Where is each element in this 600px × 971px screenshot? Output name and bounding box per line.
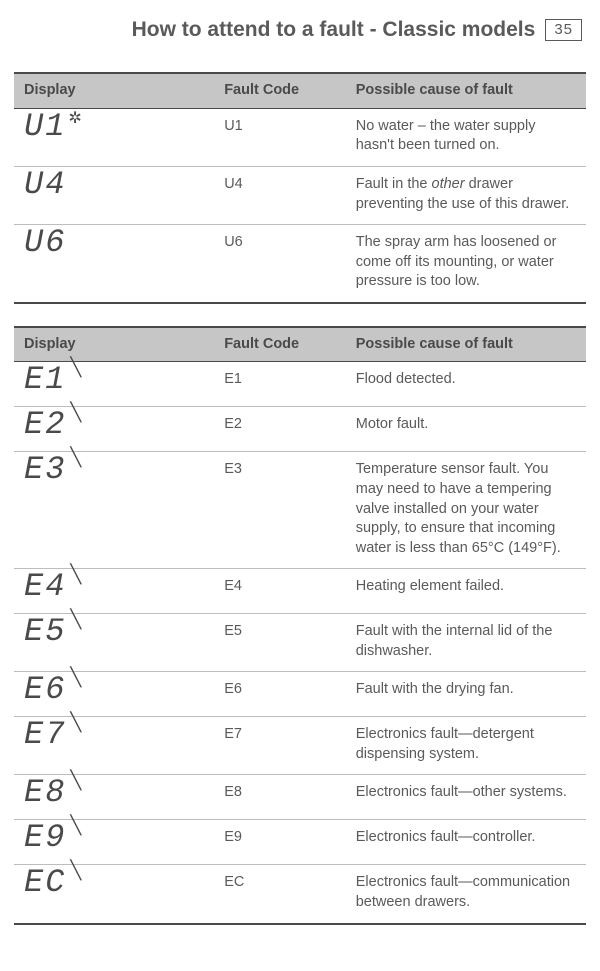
display-cell: EC╲ xyxy=(14,865,214,924)
fault-code-cell: E8 xyxy=(214,775,346,820)
table-row: EC╲ECElectronics fault—communication bet… xyxy=(14,865,586,924)
column-header: Possible cause of fault xyxy=(346,73,586,108)
display-cell: E3╲ xyxy=(14,452,214,569)
fault-code-cell: E7 xyxy=(214,717,346,775)
cause-cell: The spray arm has loosened or come off i… xyxy=(346,225,586,303)
fault-code-cell: E3 xyxy=(214,452,346,569)
cause-cell: Temperature sensor fault. You may need t… xyxy=(346,452,586,569)
table-row: E5╲E5Fault with the internal lid of the … xyxy=(14,614,586,672)
display-cell: E1╲ xyxy=(14,362,214,407)
tick-icon: ╲ xyxy=(70,403,83,421)
table-row: E3╲E3Temperature sensor fault. You may n… xyxy=(14,452,586,569)
display-cell: E6╲ xyxy=(14,672,214,717)
tick-icon: ╲ xyxy=(70,713,83,731)
display-cell: U4 xyxy=(14,167,214,225)
fault-code-cell: U4 xyxy=(214,167,346,225)
cause-cell: Motor fault. xyxy=(346,407,586,452)
tick-icon: ╲ xyxy=(70,816,83,834)
cause-cell: Electronics fault—communication between … xyxy=(346,865,586,924)
page-header: How to attend to a fault - Classic model… xyxy=(14,16,586,44)
tick-icon: ╲ xyxy=(70,358,83,376)
display-cell: E5╲ xyxy=(14,614,214,672)
tick-icon: ╲ xyxy=(70,861,83,879)
table-row: E7╲E7Electronics fault—detergent dispens… xyxy=(14,717,586,775)
column-header: Fault Code xyxy=(214,73,346,108)
table-row: E1╲E1Flood detected. xyxy=(14,362,586,407)
fault-code-cell: E4 xyxy=(214,569,346,614)
table-row: E6╲E6Fault with the drying fan. xyxy=(14,672,586,717)
cause-cell: Flood detected. xyxy=(346,362,586,407)
table-row: E2╲E2Motor fault. xyxy=(14,407,586,452)
tick-icon: ╲ xyxy=(70,565,83,583)
cause-cell: Electronics fault—controller. xyxy=(346,820,586,865)
fault-code-cell: U1 xyxy=(214,108,346,166)
page-title: How to attend to a fault - Classic model… xyxy=(132,16,536,44)
fault-code-cell: E6 xyxy=(214,672,346,717)
column-header: Display xyxy=(14,73,214,108)
fault-tables: DisplayFault CodePossible cause of fault… xyxy=(14,72,586,924)
fault-code-cell: E5 xyxy=(214,614,346,672)
display-cell: E8╲ xyxy=(14,775,214,820)
fault-table-1: DisplayFault CodePossible cause of fault… xyxy=(14,326,586,925)
fault-code-cell: E2 xyxy=(214,407,346,452)
table-row: U4U4Fault in the other drawer preventing… xyxy=(14,167,586,225)
display-cell: E7╲ xyxy=(14,717,214,775)
fault-code-cell: EC xyxy=(214,865,346,924)
cause-cell: Fault with the drying fan. xyxy=(346,672,586,717)
asterisk-icon: ✲ xyxy=(68,110,83,128)
table-row: U1✲U1No water – the water supply hasn't … xyxy=(14,108,586,166)
column-header: Fault Code xyxy=(214,327,346,362)
tick-icon: ╲ xyxy=(70,610,83,628)
fault-code-cell: U6 xyxy=(214,225,346,303)
page-number: 35 xyxy=(545,19,582,41)
fault-code-cell: E1 xyxy=(214,362,346,407)
display-cell: E2╲ xyxy=(14,407,214,452)
tick-icon: ╲ xyxy=(70,448,83,466)
display-cell: E4╲ xyxy=(14,569,214,614)
display-cell: U6 xyxy=(14,225,214,303)
tick-icon: ╲ xyxy=(70,668,83,686)
cause-cell: Fault with the internal lid of the dishw… xyxy=(346,614,586,672)
cause-cell: Heating element failed. xyxy=(346,569,586,614)
table-row: E8╲E8Electronics fault—other systems. xyxy=(14,775,586,820)
display-cell: E9╲ xyxy=(14,820,214,865)
fault-code-cell: E9 xyxy=(214,820,346,865)
column-header: Possible cause of fault xyxy=(346,327,586,362)
cause-cell: No water – the water supply hasn't been … xyxy=(346,108,586,166)
tick-icon: ╲ xyxy=(70,771,83,789)
cause-cell: Electronics fault—other systems. xyxy=(346,775,586,820)
table-row: E9╲E9Electronics fault—controller. xyxy=(14,820,586,865)
cause-cell: Fault in the other drawer preventing the… xyxy=(346,167,586,225)
table-row: U6U6The spray arm has loosened or come o… xyxy=(14,225,586,303)
table-row: E4╲E4Heating element failed. xyxy=(14,569,586,614)
cause-cell: Electronics fault—detergent dispensing s… xyxy=(346,717,586,775)
column-header: Display xyxy=(14,327,214,362)
fault-table-0: DisplayFault CodePossible cause of fault… xyxy=(14,72,586,304)
display-cell: U1✲ xyxy=(14,108,214,166)
